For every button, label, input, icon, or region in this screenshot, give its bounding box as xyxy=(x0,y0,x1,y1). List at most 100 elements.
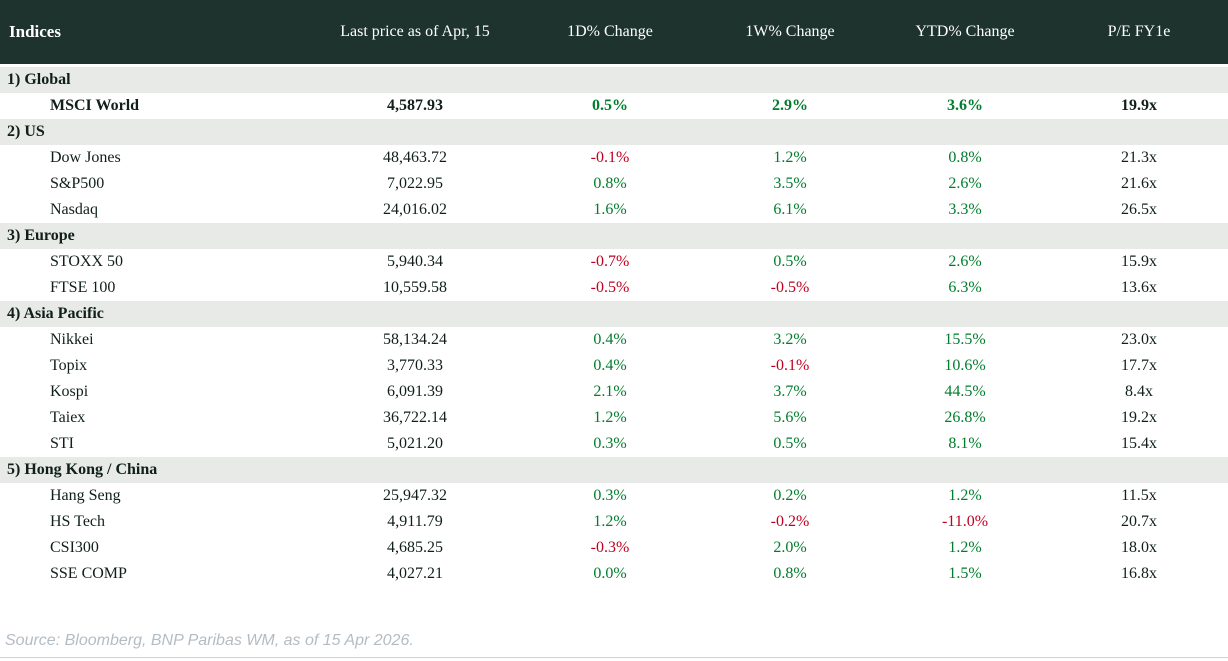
index-name: Taiex xyxy=(50,409,86,426)
1w-change: 6.1% xyxy=(773,201,807,218)
1d-change: 2.1% xyxy=(593,383,627,400)
section-row: 5) Hong Kong / China xyxy=(0,457,1228,483)
index-name: STI xyxy=(50,435,74,452)
1w-change: 5.6% xyxy=(773,409,807,426)
pe-fy1e: 8.4x xyxy=(1125,383,1153,400)
column-header-1w-change: 1W% Change xyxy=(745,23,835,40)
1w-change: 2.0% xyxy=(773,539,807,556)
table-row: STI 5,021.20 0.3% 0.5% 8.1% 15.4x xyxy=(0,431,1228,457)
pe-fy1e: 15.4x xyxy=(1121,435,1157,452)
column-header-indices: Indices xyxy=(9,22,61,41)
1d-change: 1.6% xyxy=(593,201,627,218)
1w-change: -0.5% xyxy=(770,279,810,296)
index-name: MSCI World xyxy=(50,97,140,114)
pe-fy1e: 26.5x xyxy=(1121,201,1157,218)
last-price: 3,770.33 xyxy=(387,357,443,374)
last-price: 5,021.20 xyxy=(387,435,443,452)
table-row: FTSE 100 10,559.58 -0.5% -0.5% 6.3% 13.6x xyxy=(0,275,1228,301)
ytd-change: 10.6% xyxy=(944,357,986,374)
last-price: 48,463.72 xyxy=(383,149,447,166)
1w-change: 3.2% xyxy=(773,331,807,348)
last-price: 7,022.95 xyxy=(387,175,443,192)
1w-change: 3.7% xyxy=(773,383,807,400)
pe-fy1e: 13.6x xyxy=(1121,279,1157,296)
last-price: 5,940.34 xyxy=(387,253,443,270)
table-body: 1) Global MSCI World 4,587.93 0.5% 2.9% 3.6% 1… xyxy=(0,67,1228,587)
column-header-pe-fy1e: P/E FY1e xyxy=(1107,23,1171,40)
column-header-ytd-change: YTD% Change xyxy=(915,23,1015,40)
section-row: 2) US xyxy=(0,119,1228,145)
last-price: 36,722.14 xyxy=(383,409,447,426)
index-name: SSE COMP xyxy=(50,565,127,582)
bottom-divider xyxy=(0,657,1228,658)
column-header-1d-change: 1D% Change xyxy=(567,23,653,40)
last-price: 24,016.02 xyxy=(383,201,447,218)
1w-change: 3.5% xyxy=(773,175,807,192)
ytd-change: 15.5% xyxy=(944,331,986,348)
1d-change: 0.3% xyxy=(593,487,627,504)
ytd-change: 1.5% xyxy=(948,565,982,582)
table-row: HS Tech 4,911.79 1.2% -0.2% -11.0% 20.7x xyxy=(0,509,1228,535)
last-price: 25,947.32 xyxy=(383,487,447,504)
1w-change: -0.1% xyxy=(770,357,810,374)
1w-change: 0.2% xyxy=(773,487,807,504)
table-row: Kospi 6,091.39 2.1% 3.7% 44.5% 8.4x xyxy=(0,379,1228,405)
table-row: Topix 3,770.33 0.4% -0.1% 10.6% 17.7x xyxy=(0,353,1228,379)
ytd-change: 1.2% xyxy=(948,539,982,556)
ytd-change: 6.3% xyxy=(948,279,982,296)
ytd-change: 2.6% xyxy=(948,175,982,192)
table-row: Dow Jones 48,463.72 -0.1% 1.2% 0.8% 21.3x xyxy=(0,145,1228,171)
index-name: Hang Seng xyxy=(50,487,121,504)
pe-fy1e: 23.0x xyxy=(1121,331,1157,348)
index-name: Nasdaq xyxy=(50,201,98,218)
ytd-change: 3.6% xyxy=(947,97,983,114)
pe-fy1e: 11.5x xyxy=(1121,487,1157,504)
table-row: S&P500 7,022.95 0.8% 3.5% 2.6% 21.6x xyxy=(0,171,1228,197)
section-row: 4) Asia Pacific xyxy=(0,301,1228,327)
pe-fy1e: 16.8x xyxy=(1121,565,1157,582)
pe-fy1e: 17.7x xyxy=(1121,357,1157,374)
ytd-change: -11.0% xyxy=(941,513,989,530)
1d-change: -0.3% xyxy=(590,539,630,556)
1d-change: -0.1% xyxy=(590,149,630,166)
last-price: 4,027.21 xyxy=(387,565,443,582)
ytd-change: 2.6% xyxy=(948,253,982,270)
1d-change: 0.8% xyxy=(593,175,627,192)
last-price: 4,911.79 xyxy=(387,513,443,530)
pe-fy1e: 15.9x xyxy=(1121,253,1157,270)
pe-fy1e: 21.3x xyxy=(1121,149,1157,166)
last-price: 4,685.25 xyxy=(387,539,443,556)
last-price: 4,587.93 xyxy=(387,97,443,114)
1d-change: -0.5% xyxy=(590,279,630,296)
table-row: Nikkei 58,134.24 0.4% 3.2% 15.5% 23.0x xyxy=(0,327,1228,353)
1w-change: 2.9% xyxy=(772,97,808,114)
index-name: Dow Jones xyxy=(50,149,121,166)
1d-change: 0.5% xyxy=(592,97,628,114)
table-row: Nasdaq 24,016.02 1.6% 6.1% 3.3% 26.5x xyxy=(0,197,1228,223)
ytd-change: 0.8% xyxy=(948,149,982,166)
1w-change: 0.5% xyxy=(773,253,807,270)
1w-change: 0.5% xyxy=(773,435,807,452)
table-row: SSE COMP 4,027.21 0.0% 0.8% 1.5% 16.8x xyxy=(0,561,1228,587)
table-row: MSCI World 4,587.93 0.5% 2.9% 3.6% 19.9x xyxy=(0,93,1228,119)
index-name: HS Tech xyxy=(50,513,106,530)
ytd-change: 1.2% xyxy=(948,487,982,504)
section-row: 1) Global xyxy=(0,67,1228,93)
ytd-change: 44.5% xyxy=(944,383,986,400)
pe-fy1e: 20.7x xyxy=(1121,513,1157,530)
index-name: CSI300 xyxy=(50,539,99,556)
1d-change: 1.2% xyxy=(593,409,627,426)
table-row: Taiex 36,722.14 1.2% 5.6% 26.8% 19.2x xyxy=(0,405,1228,431)
pe-fy1e: 18.0x xyxy=(1121,539,1157,556)
ytd-change: 26.8% xyxy=(944,409,986,426)
index-name: FTSE 100 xyxy=(50,279,116,296)
1d-change: 0.0% xyxy=(593,565,627,582)
index-name: S&P500 xyxy=(50,175,105,192)
pe-fy1e: 19.9x xyxy=(1121,97,1157,114)
1d-change: 1.2% xyxy=(593,513,627,530)
section-row: 3) Europe xyxy=(0,223,1228,249)
index-name: Nikkei xyxy=(50,331,94,348)
pe-fy1e: 21.6x xyxy=(1121,175,1157,192)
1w-change: -0.2% xyxy=(770,513,810,530)
table-header-row: Indices Last price as of Apr, 15 1D% Cha… xyxy=(0,0,1228,64)
